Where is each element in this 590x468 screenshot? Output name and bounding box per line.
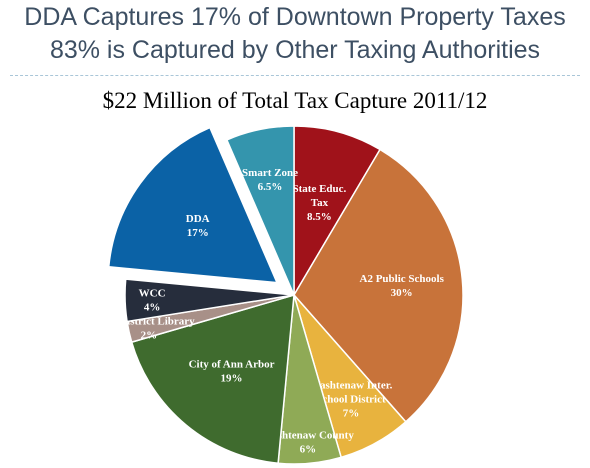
slice-percent: 19% (221, 373, 243, 385)
slice-name: Smart Zone (242, 167, 298, 179)
title-line-2: 83% is Captured by Other Taxing Authorit… (49, 36, 541, 64)
slice-name: State Educ. (293, 183, 347, 195)
slice-name: School District (316, 394, 386, 406)
pie-slice (293, 148, 464, 423)
slice-percent: 6% (300, 443, 317, 455)
slice-label: DDA 17% (186, 213, 210, 239)
slice-percent: 30% (391, 287, 413, 299)
slice-percent: 2% (141, 329, 158, 341)
slice-name: DDA (186, 213, 210, 225)
slice-name: Washtenaw Inter. (310, 380, 393, 392)
pie-slice (130, 293, 295, 465)
slice-name: Washtenaw County (262, 429, 354, 441)
slice-label: City of Ann Arbor 19% (189, 359, 275, 385)
chart-title: $22 Million of Total Tax Capture 2011/12 (102, 88, 488, 113)
title-line-1: DDA Captures 17% of Downtown Property Ta… (24, 3, 566, 31)
slice-percent: 7% (343, 408, 360, 420)
slice-percent: 4% (144, 301, 161, 313)
slide-title: DDA Captures 17% of Downtown Property Ta… (0, 0, 590, 67)
pie-slice (293, 125, 382, 298)
slice-percent: 8.5% (307, 211, 332, 223)
slice-name: City of Ann Arbor (189, 359, 275, 371)
title-divider (10, 75, 580, 76)
pie-slice (225, 125, 295, 296)
pie-slice (107, 126, 279, 284)
slice-label: Washtenaw County 6% (262, 429, 354, 455)
slice-name: WCC (139, 287, 166, 299)
slice-name: A2 Public Schools (360, 273, 445, 285)
slice-label: State Educ. Tax 8.5% (293, 183, 347, 223)
slice-label: WCC 4% (139, 287, 166, 313)
slice-label: A2 Public Schools 30% (360, 273, 445, 299)
slice-percent: 17% (187, 227, 209, 239)
slice-name: Tax (311, 197, 329, 209)
slice-label: Smart Zone 6.5% (242, 167, 298, 193)
pie-slice (124, 278, 295, 323)
slice-label: Washtenaw Inter. School District 7% (310, 380, 393, 420)
slice-percent: 6.5% (258, 181, 283, 193)
